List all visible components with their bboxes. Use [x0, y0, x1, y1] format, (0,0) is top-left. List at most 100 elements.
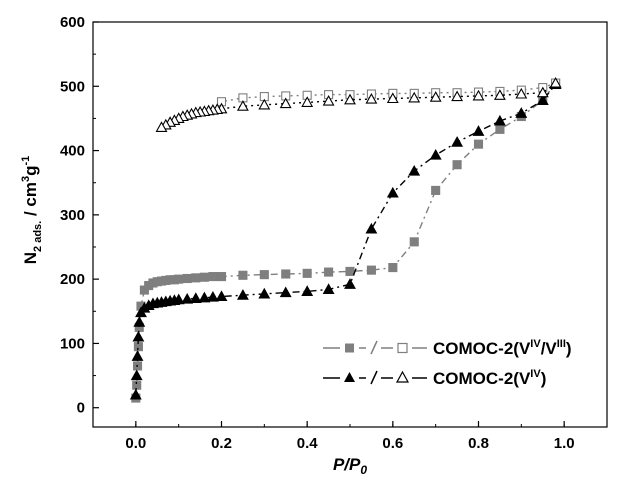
y-axis-title-mid2: g — [21, 166, 40, 176]
legend-slash-2 — [370, 370, 378, 385]
data-point — [155, 121, 168, 132]
x-axis-title: P/P0 — [333, 455, 367, 477]
data-point — [493, 114, 506, 126]
data-point — [258, 287, 271, 299]
data-point — [236, 289, 249, 300]
x-tick-label: 0.2 — [211, 435, 232, 452]
y-axis-title-main: N — [21, 252, 40, 264]
legend-marker-filled-triangle — [344, 372, 355, 382]
data-point — [132, 330, 145, 342]
data-point — [472, 125, 485, 136]
legend-label-1-slash: /V — [541, 339, 558, 358]
y-tick-label: 200 — [60, 271, 85, 288]
data-point — [198, 291, 211, 303]
data-point — [386, 186, 399, 198]
data-point — [279, 97, 292, 109]
x-tick-label: 0.8 — [468, 435, 489, 452]
data-point — [215, 290, 228, 302]
data-point — [208, 272, 218, 282]
plot-frame — [92, 21, 608, 428]
y-axis-title-sup1: 3 — [20, 176, 32, 182]
legend-label-1-close: ) — [566, 339, 572, 358]
legend-marker-open-square — [397, 342, 408, 354]
data-point — [451, 136, 464, 147]
data-point — [345, 266, 355, 276]
legend-marker-filled-square — [345, 343, 354, 353]
data-point — [536, 94, 549, 105]
y-tick-label: 300 — [60, 207, 85, 224]
data-point — [133, 316, 146, 327]
data-point — [259, 270, 269, 280]
data-point — [182, 273, 192, 284]
data-point — [281, 269, 291, 279]
data-point — [452, 160, 462, 170]
data-point — [301, 285, 314, 296]
legend-label-1-main: COMOC-2(V — [433, 339, 531, 358]
data-point — [322, 283, 335, 294]
legend-label-1-sup-a: IV — [530, 338, 541, 350]
data-point — [388, 263, 398, 273]
data-point — [302, 268, 312, 278]
y-axis-title-mid: / cm — [21, 182, 40, 221]
data-point — [216, 272, 227, 282]
data-point — [236, 100, 249, 111]
legend-label-2-sup: IV — [530, 368, 541, 380]
data-point — [493, 89, 506, 100]
y-axis-title-sub: 2 ads. — [32, 221, 44, 252]
data-point — [515, 107, 528, 118]
data-point — [238, 270, 248, 280]
x-tick-label: 0.6 — [382, 435, 403, 452]
legend-label-1: COMOC-2(VIV/VIII) — [433, 338, 572, 358]
data-point — [429, 148, 442, 160]
legend-label-2-main: COMOC-2(V — [433, 369, 531, 388]
data-point — [206, 290, 219, 302]
data-point — [408, 91, 421, 103]
legend-label-2-close: ) — [541, 369, 547, 388]
data-point — [472, 89, 485, 101]
data-point — [131, 350, 144, 361]
data-point — [324, 267, 334, 277]
legend-label-2: COMOC-2(VIV) — [433, 368, 546, 388]
data-point — [344, 93, 356, 105]
data-point — [409, 237, 419, 247]
data-point — [473, 139, 484, 149]
x-axis-ticks: 0.0 0.2 0.4 0.6 0.8 1.0 — [92, 421, 608, 452]
legend: COMOC-2(VIV/VIII) COMOC-2(VIV) — [323, 338, 572, 388]
data-point — [344, 278, 356, 289]
x-axis-title-sub: 0 — [360, 463, 367, 477]
y-tick-label: 100 — [60, 335, 85, 352]
data-point — [451, 90, 464, 102]
data-point — [322, 94, 335, 106]
y-axis-title: N2 ads. / cm3g-1 — [20, 156, 44, 265]
data-point — [365, 222, 378, 234]
data-point — [429, 91, 442, 102]
data-point — [386, 92, 399, 104]
data-point — [536, 86, 549, 98]
data-point — [408, 164, 421, 176]
series-layer — [129, 76, 562, 403]
data-point — [495, 124, 505, 134]
legend-slash-1 — [370, 340, 378, 355]
data-point — [301, 96, 314, 107]
y-axis-title-sup2: -1 — [20, 156, 32, 166]
y-tick-label: 600 — [60, 14, 85, 31]
y-tick-label: 400 — [60, 143, 85, 160]
y-tick-label: 500 — [60, 78, 85, 95]
y-axis-ticks: 0 100 200 300 400 500 600 — [60, 14, 99, 417]
data-point — [199, 272, 209, 282]
data-point — [189, 292, 202, 303]
y-tick-label: 0 — [77, 400, 85, 417]
data-point — [365, 92, 378, 104]
data-point — [174, 274, 184, 284]
legend-marker-open-triangle — [395, 370, 410, 383]
data-point — [549, 76, 562, 88]
data-point — [258, 98, 271, 110]
data-point — [515, 87, 528, 99]
data-point — [130, 369, 143, 381]
x-tick-label: 0.0 — [125, 435, 146, 452]
legend-entry-1: COMOC-2(VIV/VIII) — [323, 338, 572, 358]
data-point — [129, 388, 142, 400]
x-tick-label: 1.0 — [554, 435, 575, 452]
data-point — [191, 273, 201, 283]
